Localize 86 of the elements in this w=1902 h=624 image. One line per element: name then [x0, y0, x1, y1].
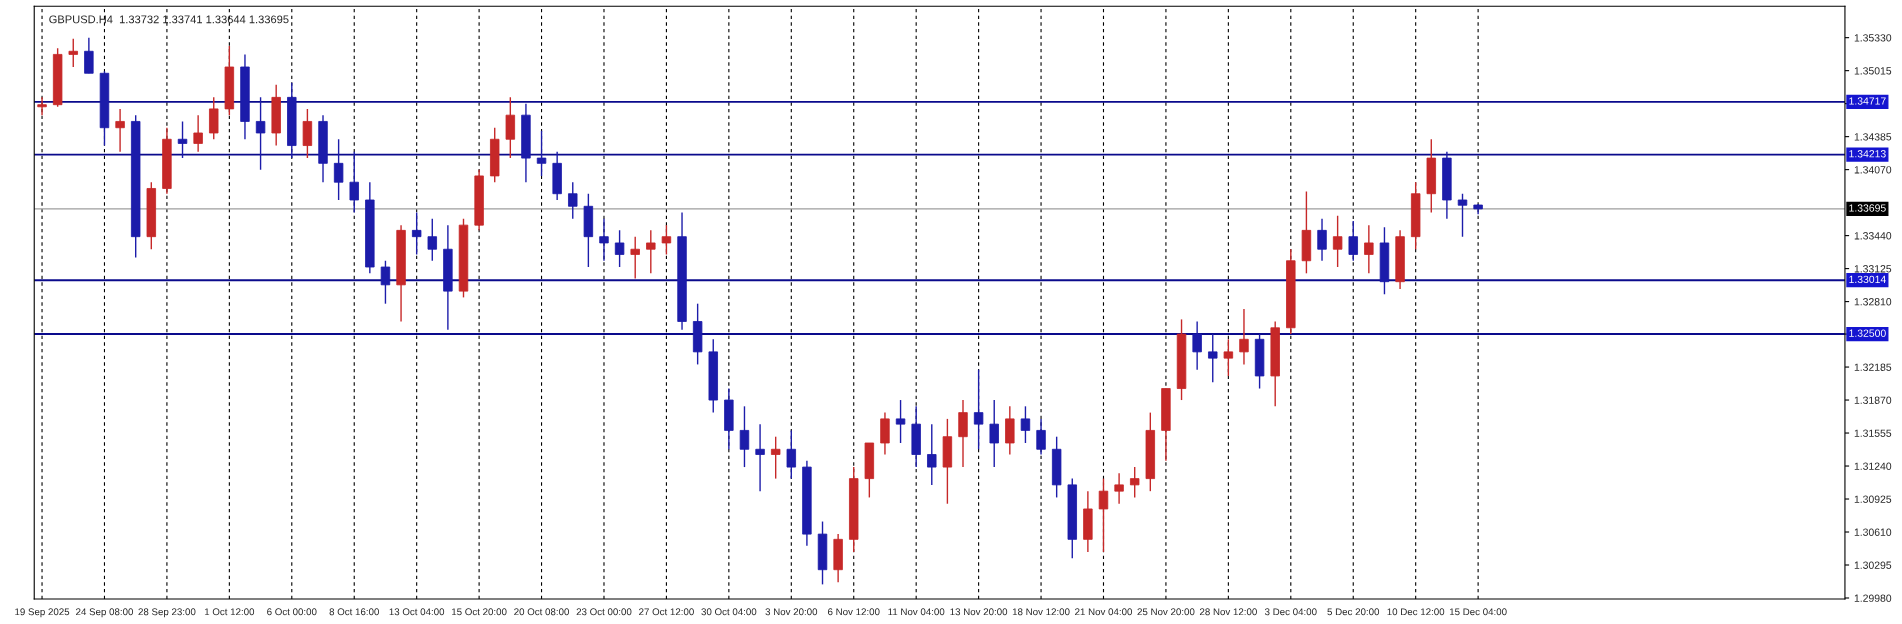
y-tick-label: 1.31240 [1854, 462, 1892, 470]
y-tick-label: 1.33440 [1854, 232, 1892, 240]
candlestick [1457, 193, 1468, 238]
candlestick [755, 423, 765, 492]
candlestick [770, 436, 781, 480]
x-tick-label: 10 Dec 12:00 [1387, 608, 1445, 616]
candlestick [37, 96, 47, 116]
x-tick-label: 28 Sep 23:00 [138, 608, 196, 618]
y-tick-label: 1.30295 [1854, 561, 1892, 569]
candlestick [927, 423, 937, 486]
candlestick [333, 138, 344, 201]
candlestick [1208, 333, 1218, 383]
y-tick-label: 1.31870 [1854, 396, 1892, 404]
x-tick-label: 13 Nov 20:00 [950, 608, 1008, 616]
candlestick [1129, 466, 1140, 499]
x-tick-label: 24 Sep 08:00 [76, 608, 134, 618]
x-tick-label: 3 Nov 20:00 [765, 608, 818, 616]
candlestick [895, 399, 906, 444]
y-tick-label: 1.29980 [1854, 594, 1892, 602]
x-tick-label: 13 Oct 04:00 [389, 608, 445, 616]
candlestick [68, 38, 78, 68]
candlestick [1098, 477, 1109, 553]
x-tick-label: 15 Oct 20:00 [452, 608, 507, 616]
x-tick-label: 27 Oct 12:00 [639, 608, 694, 616]
candlestick [115, 108, 125, 153]
x-tick-label: 11 Nov 04:00 [888, 608, 945, 616]
y-tick-label: 1.35330 [1854, 34, 1892, 42]
y-tick-label: 1.31555 [1854, 429, 1892, 437]
candlestick [536, 130, 547, 177]
candlestick [973, 368, 984, 450]
candlestick [1114, 472, 1124, 505]
candlestick [568, 181, 578, 220]
candlestick [380, 260, 391, 305]
candlestick [1192, 320, 1202, 371]
candlestick [646, 229, 656, 275]
x-tick-label: 1 Oct 12:00 [204, 608, 255, 616]
candlestick [661, 224, 672, 256]
x-tick-label: 5 Dec 20:00 [1327, 608, 1380, 616]
y-tick-label: 1.32810 [1854, 298, 1892, 306]
candlestick [1036, 418, 1046, 456]
ref-line-label: 1.34213 [1849, 150, 1886, 158]
y-tick-label: 1.30610 [1854, 528, 1892, 536]
candlestick [411, 211, 422, 256]
candlestick [193, 114, 203, 153]
x-tick-label: 6 Oct 00:00 [267, 608, 317, 616]
x-tick-label: 15 Dec 04:00 [1449, 608, 1507, 616]
candlestick [1348, 220, 1358, 262]
x-tick-label: 20 Oct 08:00 [514, 608, 569, 616]
y-tick-label: 1.30925 [1854, 495, 1892, 503]
candlestick [427, 218, 437, 262]
candlestick [1317, 218, 1327, 262]
ref-line-label: 1.34717 [1849, 97, 1886, 105]
candlestick [177, 120, 188, 159]
candlestick [84, 36, 94, 74]
y-tick-label: 1.34385 [1854, 133, 1892, 141]
ref-line-label: 1.33695 [1849, 204, 1886, 212]
x-tick-label: 19 Sep 2025 [15, 608, 70, 618]
candlestick [599, 218, 609, 262]
x-tick-label: 3 Dec 04:00 [1264, 608, 1317, 616]
y-tick-label: 1.33125 [1854, 265, 1892, 273]
x-tick-label: 28 Nov 12:00 [1199, 608, 1257, 616]
x-tick-label: 30 Oct 04:00 [701, 608, 757, 616]
ref-line-label: 1.33014 [1849, 275, 1886, 284]
y-tick-label: 1.35015 [1854, 67, 1892, 75]
candlestick [739, 405, 750, 468]
candlestick [614, 229, 625, 268]
x-tick-label: 23 Oct 00:00 [576, 608, 632, 616]
x-tick-label: 21 Nov 04:00 [1075, 608, 1133, 616]
candlestick [630, 235, 640, 280]
candlestick [255, 96, 266, 171]
ref-line-label: 1.32500 [1849, 329, 1886, 337]
x-tick-label: 6 Nov 12:00 [828, 608, 880, 616]
x-tick-label: 8 Oct 16:00 [329, 608, 379, 616]
candlestick [989, 399, 999, 468]
candlestick [1239, 308, 1249, 366]
candlestick [786, 429, 797, 480]
y-tick-label: 1.32185 [1854, 363, 1892, 371]
candlestick [1020, 405, 1031, 444]
candlestick [1332, 215, 1343, 268]
candlestick [1364, 224, 1374, 275]
x-tick-label: 18 Nov 12:00 [1012, 608, 1070, 616]
text: GBPUSD.H4 1.33732 1.33741 1.33644 1.33695 [49, 15, 289, 24]
x-tick-label: 25 Nov 20:00 [1137, 608, 1195, 616]
candlestick [1223, 338, 1234, 377]
y-tick-label: 1.34070 [1854, 166, 1892, 174]
candlestick [349, 151, 359, 214]
